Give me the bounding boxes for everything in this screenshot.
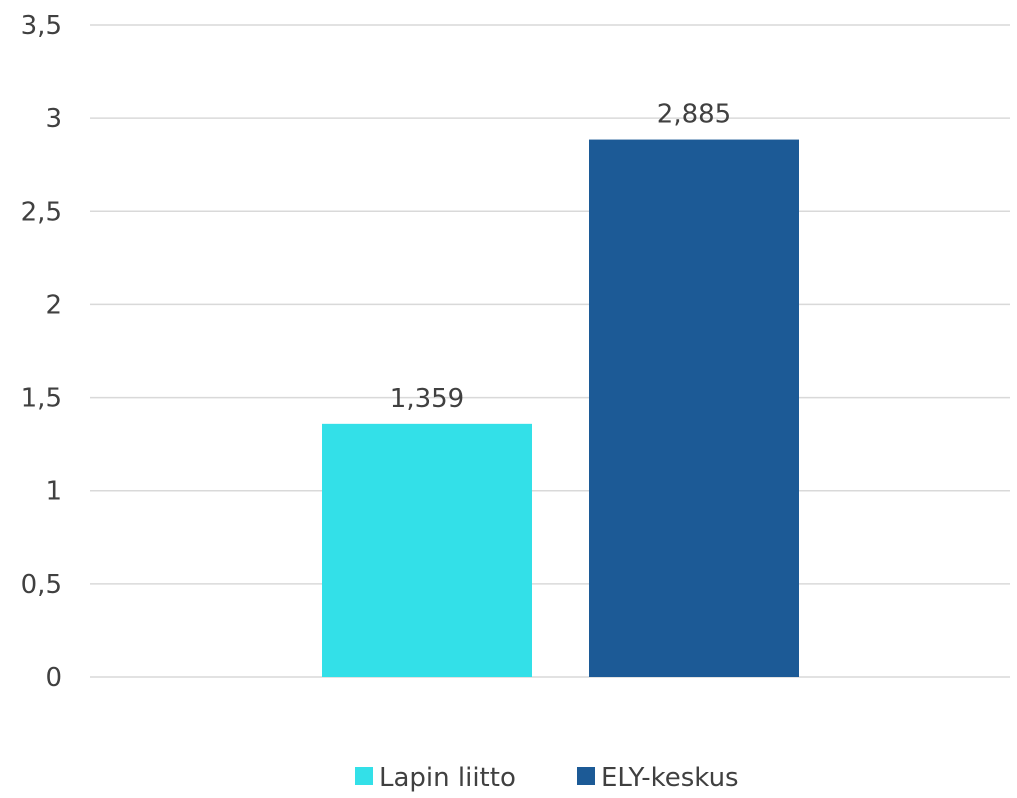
legend-label: ELY-keskus [601,763,739,793]
y-tick-label: 1,5 [21,384,62,414]
legend-swatch [355,767,373,785]
y-tick-label: 3,5 [21,11,62,41]
y-tick-label: 1 [45,477,62,507]
y-tick-label: 2,5 [21,197,62,227]
bar-ely-keskus [589,139,799,677]
bar-lapin-liitto [322,423,532,677]
y-tick-label: 0 [45,663,62,693]
legend-swatch [577,767,595,785]
bars [322,139,799,677]
y-tick-label: 0,5 [21,570,62,600]
y-tick-label: 2 [45,290,62,320]
data-label: 2,885 [657,100,731,130]
data-label: 1,359 [390,384,464,414]
legend-label: Lapin liitto [379,763,516,793]
y-tick-label: 3 [45,104,62,134]
data-labels: 1,359 2,885 [390,100,731,414]
gridlines [90,24,1010,678]
y-axis-tick-labels: 0 0,5 1 1,5 2 2,5 3 3,5 [21,11,62,693]
legend: Lapin liitto ELY-keskus [355,763,739,793]
